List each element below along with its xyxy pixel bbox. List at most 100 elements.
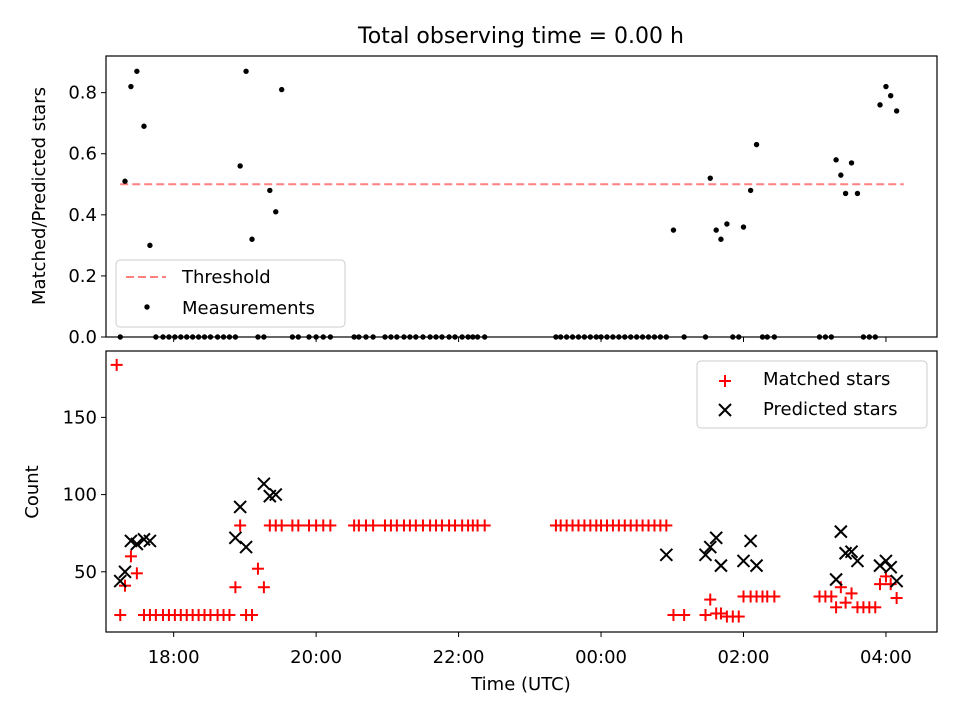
measurement-point <box>273 209 279 215</box>
ratio-legend-box <box>115 259 346 328</box>
matched-star-point <box>124 550 137 563</box>
measurement-point <box>842 190 849 197</box>
measurement-point <box>267 187 273 194</box>
predicted-star-point <box>749 558 764 573</box>
matched-star-point <box>825 590 838 603</box>
matched-star-point <box>114 609 127 622</box>
matched-legend-label: Matched stars <box>763 369 890 390</box>
x-tick-label: 00:00 <box>575 647 627 668</box>
ratio-axes: Total observing time = 0.00 h Matched/Pr… <box>29 24 938 348</box>
matched-star-point <box>830 601 843 614</box>
measurement-point <box>740 224 747 230</box>
predicted-star-point <box>118 565 132 579</box>
predicted-star-point-b <box>137 532 151 547</box>
matched-star-point <box>223 609 236 622</box>
measurement-point <box>833 157 839 163</box>
predicted-star-point-b <box>228 531 243 545</box>
predicted-star-point-b <box>239 540 253 554</box>
predicted-star-point <box>233 500 247 514</box>
predicted-star-point <box>228 531 243 545</box>
predicted-star-point-b <box>743 534 758 548</box>
predicted-star-point-b <box>829 572 843 587</box>
matched-star-point <box>324 519 337 532</box>
predicted-star-point-b <box>118 565 132 579</box>
measurement-point <box>747 187 754 194</box>
matched-star-point <box>660 519 673 532</box>
predicted-legend-label: Predicted stars <box>763 399 897 420</box>
predicted-star-point <box>257 477 271 491</box>
predicted-star-point-b <box>113 574 127 588</box>
predicted-star-point <box>879 554 893 568</box>
measurement-point <box>854 190 861 197</box>
measurements-legend-swatch <box>144 304 150 310</box>
measurement-point <box>893 108 900 114</box>
ratio-y-ticks: 0.0 0.2 0.4 0.6 0.8 <box>68 83 106 348</box>
ratio-x-ticks <box>173 337 887 342</box>
count-y-tick-label: 150 <box>63 407 97 428</box>
matched-star-point <box>704 593 717 606</box>
predicted-star-point-b <box>269 487 283 502</box>
matched-star-point <box>229 581 242 594</box>
ratio-legend: Threshold Measurements <box>115 259 346 328</box>
matched-star-point <box>234 519 247 532</box>
matched-star-point <box>845 587 858 600</box>
x-tick-label: 20:00 <box>290 647 342 668</box>
matched-star-point <box>874 578 887 591</box>
predicted-star-point-b <box>889 574 904 588</box>
measurement-point <box>753 141 760 148</box>
predicted-star-point <box>709 531 723 545</box>
measurement-point <box>718 236 724 242</box>
predicted-star-point-b <box>659 548 674 562</box>
predicted-star-point-b <box>834 524 848 539</box>
measurement-point <box>122 178 128 184</box>
matched-star-point <box>869 601 882 614</box>
predicted-star-point-b <box>233 500 247 514</box>
matched-legend-swatch <box>719 375 731 387</box>
ratio-y-tick-label: 0.4 <box>68 205 97 226</box>
predicted-star-point <box>659 548 674 562</box>
predicted-star-point-b <box>257 477 271 491</box>
ratio-y-tick-label: 0.6 <box>68 144 97 165</box>
ratio-y-axis-label: Matched/Predicted stars <box>29 87 50 305</box>
predicted-star-point-b <box>844 545 859 559</box>
x-tick-label: 04:00 <box>860 647 912 668</box>
count-y-tick-label: 50 <box>74 562 97 583</box>
measurement-point <box>724 221 730 227</box>
measurement-point <box>134 68 140 74</box>
x-tick-label: 22:00 <box>433 647 485 668</box>
predicted-star-point <box>698 548 713 562</box>
predicted-star-point <box>714 558 728 573</box>
predicted-star-point <box>883 560 898 574</box>
matched-star-point <box>732 610 745 623</box>
x-tick-label: 18:00 <box>148 647 200 668</box>
matched-star-point <box>292 519 305 532</box>
predicted-star-point-b <box>736 554 751 568</box>
measurement-point <box>147 242 153 249</box>
predicted-star-point <box>130 537 144 551</box>
matched-star-point <box>246 609 259 622</box>
predicted-star-point-b <box>879 554 893 568</box>
measurement-point <box>877 102 883 108</box>
predicted-star-point <box>113 574 127 588</box>
matched-star-point <box>110 358 123 371</box>
predicted-star-point-b <box>698 548 713 562</box>
count-y-axis-label: Count <box>22 465 43 518</box>
count-legend: Matched stars Predicted stars <box>696 360 928 429</box>
count-axes: Count Time (UTC) 50 100 150 18:00 20:00 22:0… <box>22 350 938 695</box>
ratio-y-tick-label: 0.0 <box>68 327 97 348</box>
measurement-point <box>278 86 285 93</box>
predicted-star-point <box>239 540 253 554</box>
predicted-star-point-b <box>714 558 728 573</box>
predicted-star-point-b <box>883 560 898 574</box>
predicted-star-point-b <box>143 534 157 548</box>
measurement-point <box>243 68 249 74</box>
predicted-star-point <box>844 545 859 559</box>
matched-star-point <box>768 590 781 603</box>
matched-star-point <box>678 609 691 622</box>
predicted-star-point-b <box>850 554 865 568</box>
count-y-tick-label: 100 <box>63 485 97 506</box>
measurement-point <box>670 227 677 233</box>
ratio-y-tick-label: 0.8 <box>68 83 97 104</box>
count-legend-box <box>696 360 928 429</box>
